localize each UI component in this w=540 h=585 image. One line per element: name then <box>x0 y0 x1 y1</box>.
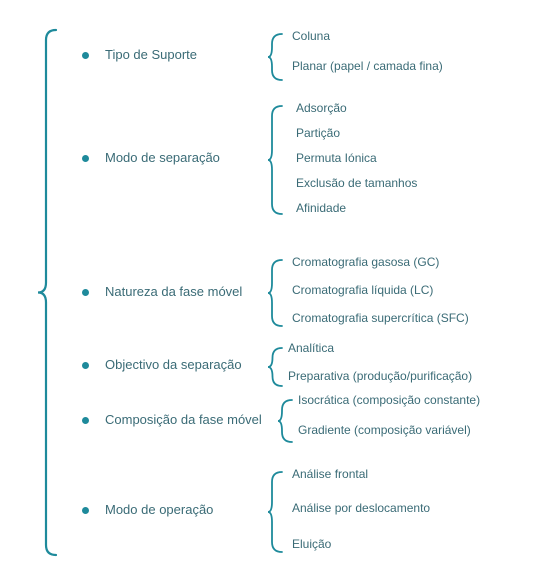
item-label: Análise frontal <box>292 467 368 481</box>
item-label: Análise por deslocamento <box>292 501 430 515</box>
diagram-root: Tipo de SuporteColunaPlanar (papel / cam… <box>0 0 540 585</box>
item-label: Eluição <box>292 537 331 551</box>
inner-brace <box>0 0 540 585</box>
